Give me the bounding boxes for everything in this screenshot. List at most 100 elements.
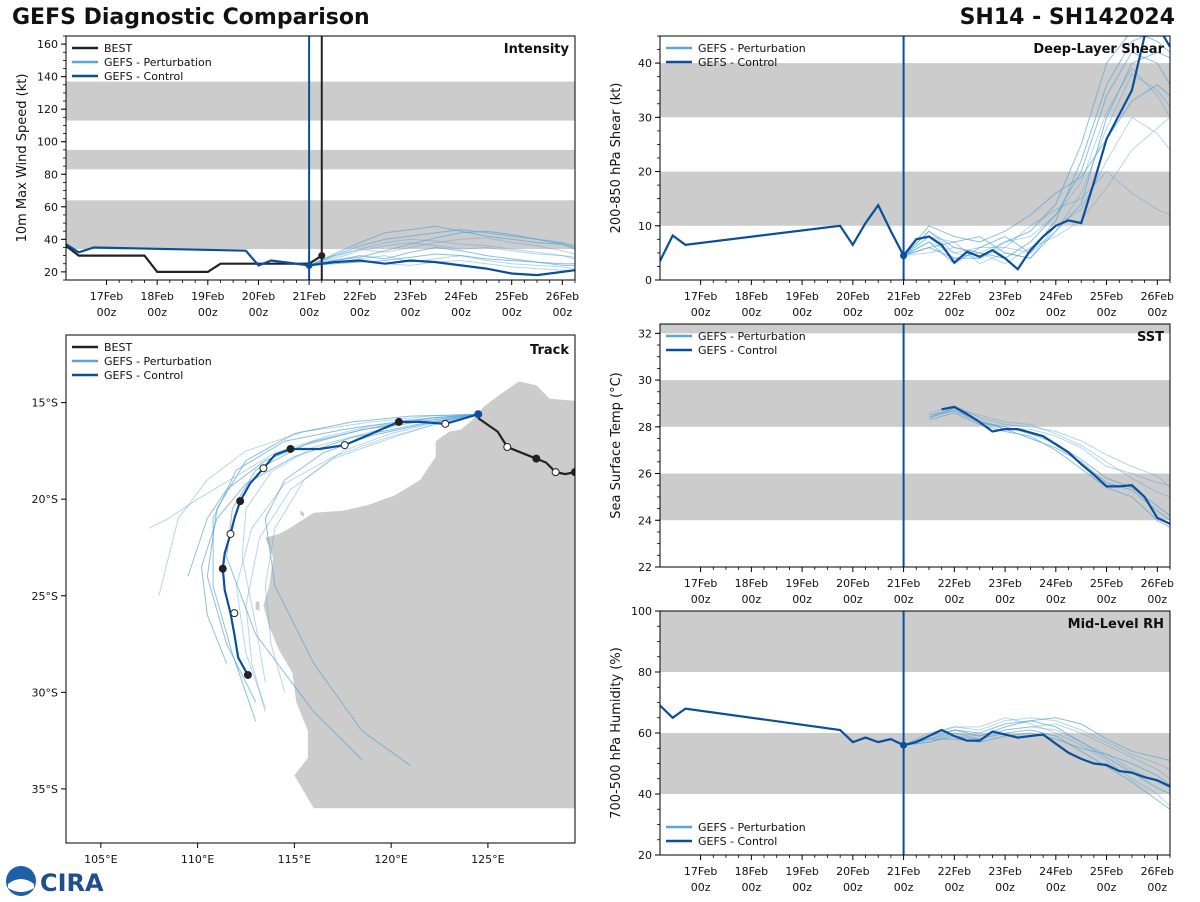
rh-perturbation-line <box>903 717 1170 761</box>
intensity-ytick-label: 160 <box>37 38 58 51</box>
rh-xtick-day: 17Feb <box>684 865 717 878</box>
sst-xtick-hour: 00z <box>741 593 761 606</box>
legend-perturbation-label: GEFS - Perturbation <box>698 330 806 343</box>
sst-xtick-day: 26Feb <box>1141 577 1174 590</box>
sst-xtick-hour: 00z <box>944 593 964 606</box>
track-best-marker <box>571 468 575 477</box>
sst-xtick-hour: 00z <box>1046 593 1066 606</box>
rh-xtick-day: 21Feb <box>887 865 920 878</box>
track-perturbation-line <box>158 413 479 596</box>
shear-xtick-day: 21Feb <box>887 290 920 303</box>
legend-control-label: GEFS - Control <box>698 835 777 848</box>
rh-panel: 20 40 60 80 100 17Feb 00z 18Feb 00z 19Feb 00z 20Feb… <box>609 605 1174 894</box>
sst-xtick-day: 24Feb <box>1039 577 1072 590</box>
track-xtick-label: 110°E <box>181 853 214 866</box>
shear-ytick-label: 40 <box>638 57 652 70</box>
rh-xtick-hour: 00z <box>995 881 1015 894</box>
track-plot-area <box>148 381 575 809</box>
intensity-ytick-label: 20 <box>44 266 58 279</box>
sst-xtick-day: 22Feb <box>938 577 971 590</box>
rh-ytick-label: 60 <box>638 727 652 740</box>
track-xtick-label: 115°E <box>278 853 311 866</box>
rh-xtick-hour: 00z <box>741 881 761 894</box>
shear-xtick-day: 26Feb <box>1141 290 1174 303</box>
track-control-line <box>221 413 479 676</box>
intensity-xtick-hour: 00z <box>147 306 167 319</box>
shear-ytick-label: 0 <box>645 274 652 287</box>
sst-xtick-hour: 00z <box>691 593 711 606</box>
intensity-band <box>66 200 575 250</box>
intensity-xtick-day: 23Feb <box>394 290 427 303</box>
intensity-perturbation-line <box>309 230 575 266</box>
shear-control-line <box>660 36 1170 271</box>
legend-control-label: GEFS - Control <box>698 344 777 357</box>
sst-xtick-day: 21Feb <box>887 577 920 590</box>
track-frame <box>65 334 576 844</box>
intensity-panel: 20 40 60 80 100 120 140 160 17Feb 00z 18Feb 00z 19Fe… <box>15 35 579 319</box>
shear-xtick-day: 18Feb <box>735 290 768 303</box>
intensity-ytick-label: 120 <box>37 103 58 116</box>
track-control-marker <box>236 497 245 506</box>
intensity-xtick-day: 20Feb <box>242 290 275 303</box>
legend-best-label: BEST <box>104 341 132 354</box>
sst-band <box>660 473 1170 521</box>
intensity-panel-title: Intensity <box>504 42 570 57</box>
track-control-marker <box>474 410 483 419</box>
intensity-perturbation-line <box>309 255 575 270</box>
sst-ytick-label: 22 <box>638 561 652 574</box>
intensity-ylabel: 10m Max Wind Speed (kt) <box>15 74 30 243</box>
intensity-xtick-hour: 00z <box>502 306 522 319</box>
intensity-xtick-hour: 00z <box>97 306 117 319</box>
intensity-perturbation-line <box>308 238 575 266</box>
intensity-xtick-day: 19Feb <box>191 290 224 303</box>
shear-xtick-hour: 00z <box>1147 306 1167 319</box>
land-mass <box>300 510 304 517</box>
sst-control-line <box>941 405 1170 525</box>
intensity-xtick-day: 25Feb <box>495 290 528 303</box>
rh-band <box>660 611 1170 672</box>
rh-xtick-day: 19Feb <box>785 865 818 878</box>
shear-xtick-day: 17Feb <box>684 290 717 303</box>
rh-xtick-day: 20Feb <box>836 865 869 878</box>
track-xtick-label: 120°E <box>374 853 407 866</box>
track-perturbation-line <box>245 413 479 712</box>
intensity-ytick-label: 40 <box>44 233 58 246</box>
rh-panel-title: Mid-Level RH <box>1068 617 1164 632</box>
legend-best-label: BEST <box>104 42 132 55</box>
shear-perturbation-line <box>903 84 1170 256</box>
intensity-ytick-label: 140 <box>37 71 58 84</box>
intensity-perturbation-line <box>309 253 575 266</box>
sst-panel-title: SST <box>1137 330 1164 345</box>
legend-perturbation-label: GEFS - Perturbation <box>104 56 212 69</box>
rh-perturbation-line <box>903 729 1170 810</box>
legend-control-label: GEFS - Control <box>698 56 777 69</box>
track-perturbation-line <box>264 413 479 767</box>
legend-perturbation-label: GEFS - Perturbation <box>104 355 212 368</box>
shear-panel: 0 10 20 30 40 17Feb 00z 18Feb 00z 19Feb 00z 20Feb 00… <box>609 35 1174 319</box>
sst-perturbation-line <box>928 407 1170 498</box>
shear-xtick-day: 22Feb <box>938 290 971 303</box>
rh-xtick-day: 18Feb <box>735 865 768 878</box>
track-ytick-label: 30°S <box>32 686 58 699</box>
shear-band <box>660 63 1170 118</box>
sst-ytick-label: 32 <box>638 327 652 340</box>
rh-ytick-label: 80 <box>638 666 652 679</box>
intensity-control-line <box>66 243 575 277</box>
intensity-best-marker <box>318 252 326 260</box>
sst-band <box>660 380 1170 427</box>
shear-control-marker <box>900 252 908 260</box>
intensity-xtick-day: 17Feb <box>90 290 123 303</box>
sst-perturbation-line <box>928 412 1170 528</box>
sst-xtick-day: 20Feb <box>836 577 869 590</box>
track-best-marker <box>551 468 560 477</box>
track-ytick-label: 20°S <box>32 493 58 506</box>
rh-xtick-hour: 00z <box>1097 881 1117 894</box>
sst-perturbation-line <box>928 405 1170 488</box>
rh-xtick-hour: 00z <box>1147 881 1167 894</box>
track-control-marker <box>218 564 227 573</box>
rh-ytick-label: 100 <box>631 605 652 618</box>
intensity-xtick-hour: 00z <box>249 306 269 319</box>
track-best-marker <box>532 454 541 463</box>
shear-perturbation-line <box>903 51 1170 259</box>
